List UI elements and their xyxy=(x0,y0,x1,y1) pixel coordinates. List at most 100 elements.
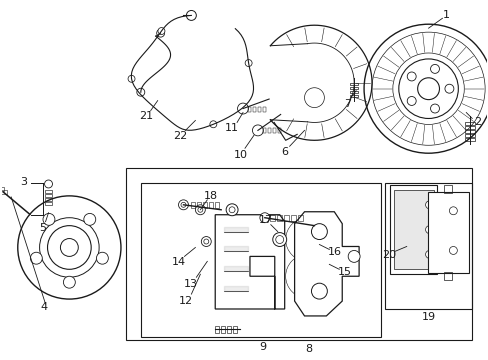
Circle shape xyxy=(195,205,205,215)
Bar xyxy=(0,185,1,189)
Bar xyxy=(203,202,207,208)
Bar xyxy=(393,190,433,269)
Bar xyxy=(269,215,274,221)
Text: 19: 19 xyxy=(421,312,435,322)
Circle shape xyxy=(425,201,433,209)
Circle shape xyxy=(289,258,325,294)
Circle shape xyxy=(289,222,325,257)
Bar xyxy=(444,185,451,193)
Bar xyxy=(349,91,357,93)
Circle shape xyxy=(96,252,108,264)
Bar xyxy=(277,129,281,133)
Text: 12: 12 xyxy=(178,296,192,306)
Bar xyxy=(349,95,357,96)
Circle shape xyxy=(347,251,359,262)
Circle shape xyxy=(61,239,78,256)
Circle shape xyxy=(252,125,263,136)
Bar xyxy=(290,215,295,221)
Circle shape xyxy=(30,252,42,264)
Bar xyxy=(263,107,266,112)
Circle shape xyxy=(198,207,203,212)
Bar xyxy=(297,215,302,221)
Bar xyxy=(0,190,7,194)
Circle shape xyxy=(311,283,326,299)
Circle shape xyxy=(181,202,185,207)
Circle shape xyxy=(137,88,144,96)
Circle shape xyxy=(209,121,216,128)
Circle shape xyxy=(156,29,164,37)
Text: 9: 9 xyxy=(259,342,266,352)
Bar xyxy=(247,107,251,112)
Bar xyxy=(464,122,474,125)
Bar xyxy=(252,107,256,112)
Circle shape xyxy=(444,84,453,93)
Circle shape xyxy=(40,218,99,277)
Text: 13: 13 xyxy=(183,279,197,289)
Circle shape xyxy=(285,255,328,298)
Circle shape xyxy=(417,78,439,100)
Bar xyxy=(215,202,219,208)
Bar xyxy=(272,129,276,133)
Text: 14: 14 xyxy=(171,257,185,267)
Text: 10: 10 xyxy=(234,150,247,160)
Circle shape xyxy=(308,92,320,104)
Text: 15: 15 xyxy=(338,267,351,277)
Circle shape xyxy=(186,10,196,21)
Circle shape xyxy=(294,227,320,252)
Text: 11: 11 xyxy=(224,123,239,134)
Circle shape xyxy=(225,204,238,216)
Circle shape xyxy=(44,180,52,188)
Bar xyxy=(44,202,52,205)
Text: 4: 4 xyxy=(40,302,47,312)
Bar xyxy=(389,185,437,274)
Text: 22: 22 xyxy=(173,131,187,141)
Bar xyxy=(209,202,213,208)
Bar xyxy=(44,190,52,193)
Bar xyxy=(276,215,281,221)
Bar xyxy=(464,134,474,137)
Bar xyxy=(444,272,451,280)
Text: 2: 2 xyxy=(473,117,480,127)
Text: 16: 16 xyxy=(327,247,342,257)
Text: 17: 17 xyxy=(258,215,272,225)
Bar xyxy=(126,168,471,340)
Circle shape xyxy=(229,207,235,213)
Bar xyxy=(263,129,266,133)
Text: 5: 5 xyxy=(39,222,46,233)
Bar xyxy=(197,202,201,208)
Text: 1: 1 xyxy=(442,10,449,20)
Circle shape xyxy=(63,276,75,288)
Bar xyxy=(349,87,357,89)
Bar xyxy=(464,138,474,141)
Circle shape xyxy=(178,200,188,210)
Circle shape xyxy=(429,104,439,113)
Bar xyxy=(464,126,474,129)
Bar xyxy=(384,183,471,309)
Bar xyxy=(226,326,231,333)
Circle shape xyxy=(311,224,326,239)
Text: 21: 21 xyxy=(139,112,153,121)
Circle shape xyxy=(448,247,456,255)
Bar xyxy=(427,192,468,273)
Circle shape xyxy=(275,235,283,243)
Circle shape xyxy=(201,237,211,247)
Text: 20: 20 xyxy=(381,251,395,260)
Bar xyxy=(215,326,219,333)
Bar xyxy=(191,202,195,208)
Circle shape xyxy=(128,75,135,82)
Bar xyxy=(267,129,271,133)
Bar xyxy=(283,215,288,221)
Polygon shape xyxy=(294,212,358,316)
Circle shape xyxy=(407,96,415,105)
Bar xyxy=(141,183,380,337)
Circle shape xyxy=(448,207,456,215)
Circle shape xyxy=(285,218,328,261)
Bar xyxy=(44,194,52,197)
Circle shape xyxy=(47,226,91,269)
Circle shape xyxy=(392,53,463,125)
Circle shape xyxy=(83,213,96,225)
Circle shape xyxy=(203,239,208,244)
Bar xyxy=(233,326,237,333)
Circle shape xyxy=(237,103,248,114)
Circle shape xyxy=(364,24,488,153)
